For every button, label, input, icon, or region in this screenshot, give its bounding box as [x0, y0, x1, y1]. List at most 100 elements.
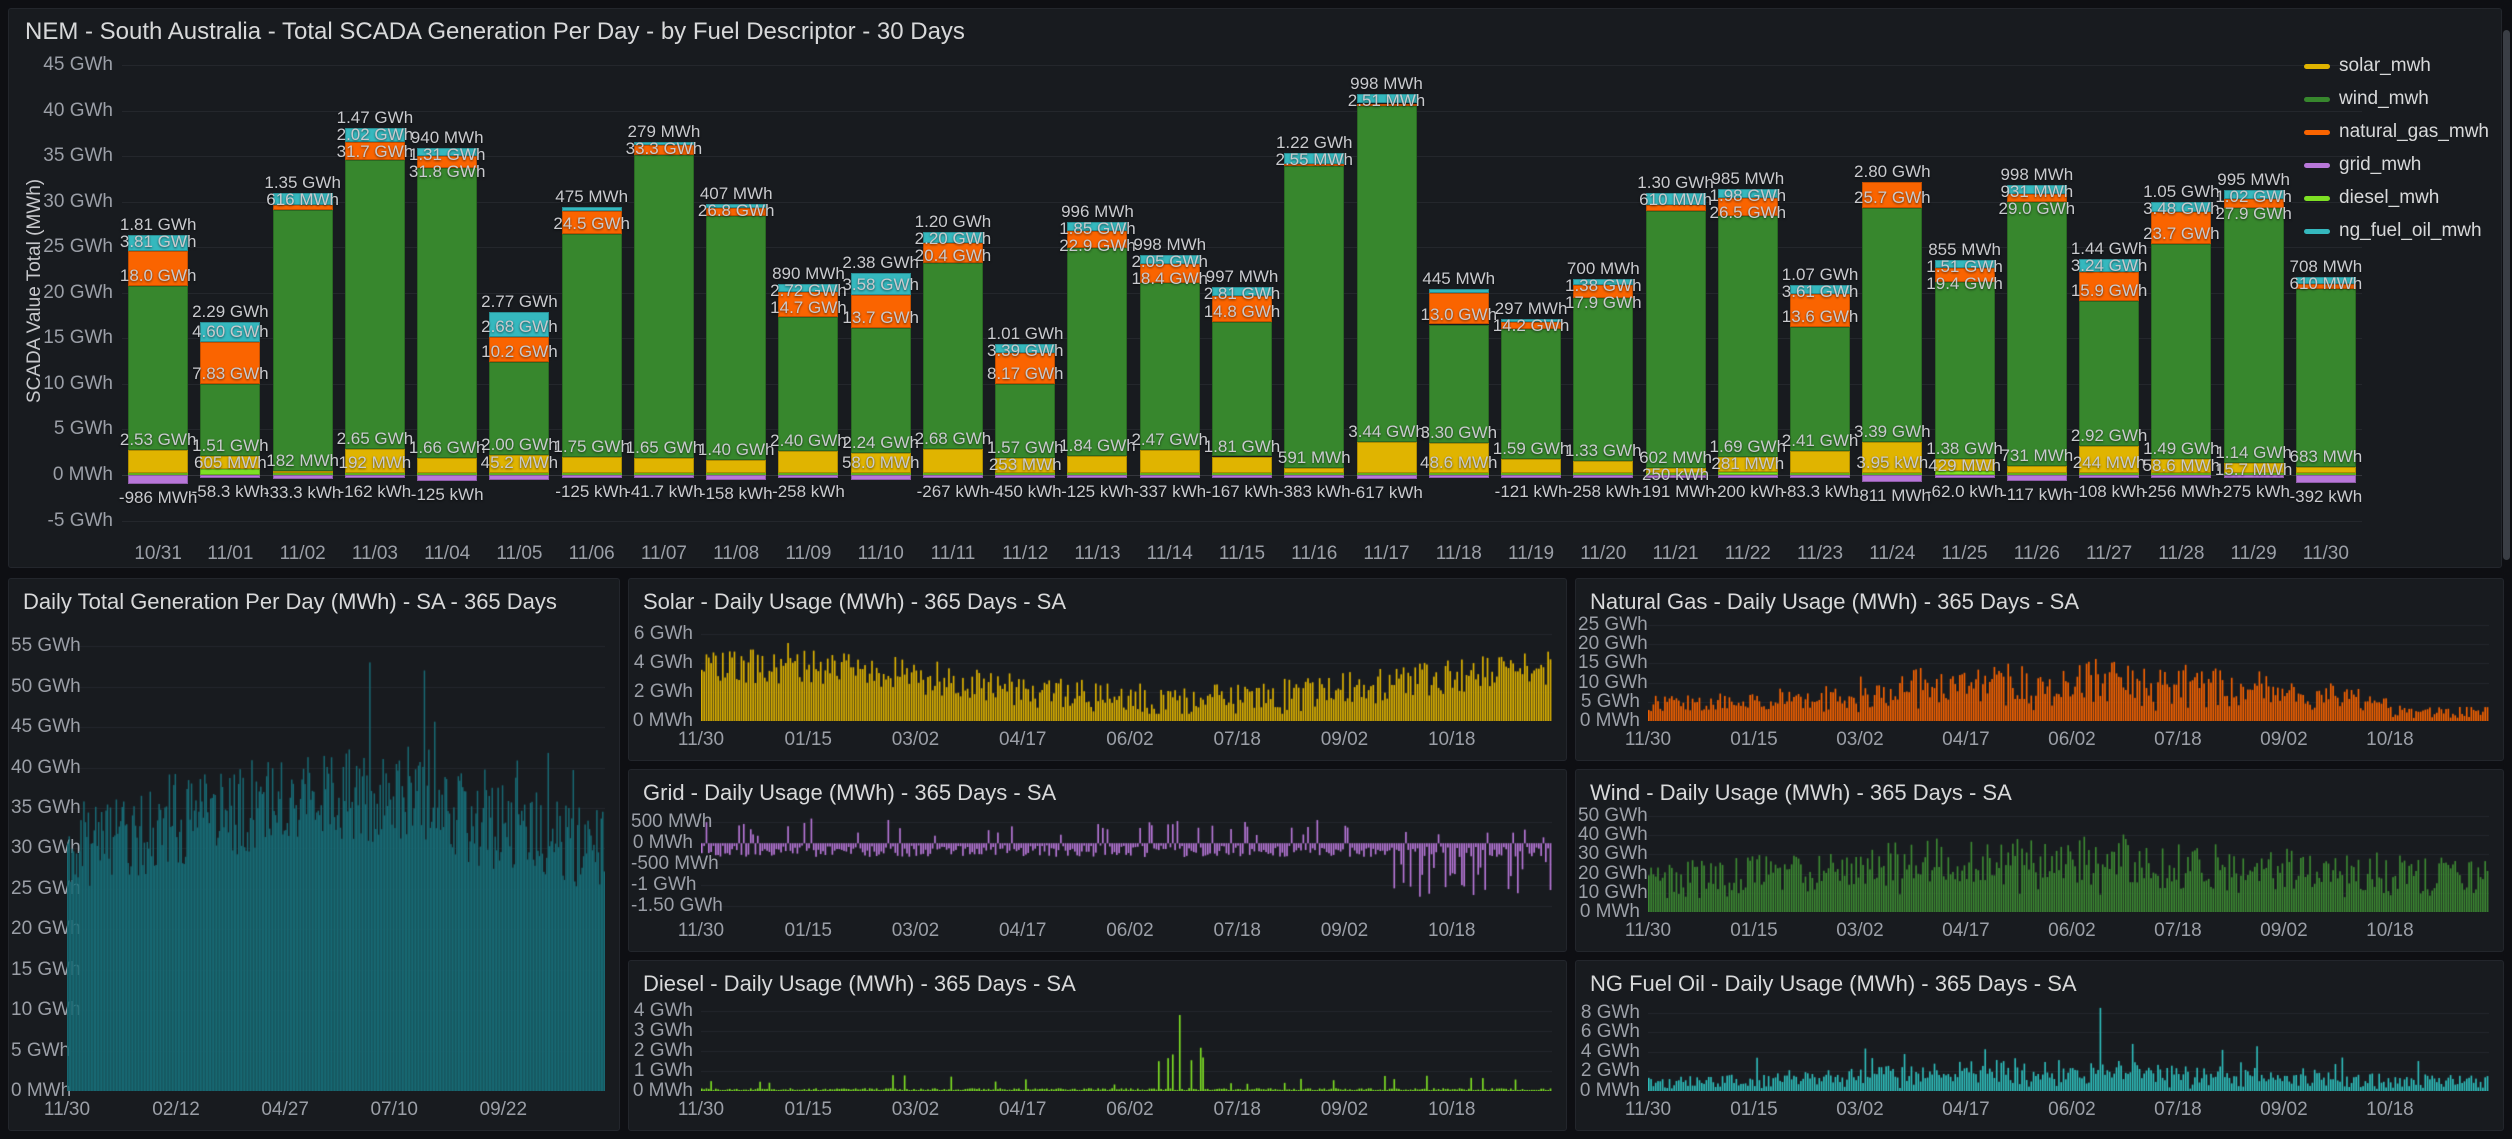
panel-title-diesel[interactable]: Diesel - Daily Usage (MWh) - 365 Days - … — [643, 971, 1076, 997]
bar-segment-grid[interactable] — [489, 475, 549, 480]
bar-segment-grid[interactable] — [1501, 475, 1561, 478]
bar-segment-grid[interactable] — [634, 475, 694, 478]
x-tick-date: 07/18 — [2143, 729, 2213, 751]
value-label-wind: 29.0 GWh — [1967, 199, 2107, 219]
bar-segment-grid[interactable] — [778, 475, 838, 478]
bar-segment-grid[interactable] — [1357, 475, 1417, 479]
bar-segment-grid[interactable] — [273, 475, 333, 479]
bar-segment-grid[interactable] — [923, 475, 983, 478]
bar-segment-grid[interactable] — [562, 475, 622, 478]
daily_total-chart-canvas[interactable] — [67, 626, 605, 1091]
diesel-chart-canvas[interactable] — [701, 1003, 1552, 1091]
x-tick-date: 07/18 — [2143, 1099, 2213, 1121]
bar-segment-grid[interactable] — [851, 475, 911, 480]
bar-segment-wind[interactable] — [706, 216, 766, 460]
y-tick-label: 6 GWh — [631, 623, 693, 645]
legend-item-wind_mwh[interactable]: wind_mwh — [2304, 88, 2429, 110]
bar-segment-ng_fuel_oil[interactable] — [562, 207, 622, 211]
panel-title-ng-fuel-oil[interactable]: NG Fuel Oil - Daily Usage (MWh) - 365 Da… — [1590, 971, 2077, 997]
bar-segment-wind[interactable] — [2151, 244, 2211, 460]
natural_gas-chart-canvas[interactable] — [1648, 621, 2489, 721]
x-tick-date: 04/17 — [1931, 729, 2001, 751]
bar-segment-solar[interactable] — [1284, 468, 1344, 473]
daily-total-panel: Daily Total Generation Per Day (MWh) - S… — [8, 578, 620, 1131]
diesel-panel: Diesel - Daily Usage (MWh) - 365 Days - … — [628, 960, 1567, 1131]
x-tick-date: 03/02 — [1825, 729, 1895, 751]
y-tick-label: -500 MWh — [631, 853, 693, 875]
panel-title-daily-total[interactable]: Daily Total Generation Per Day (MWh) - S… — [23, 589, 557, 615]
bar-segment-wind[interactable] — [1935, 282, 1995, 459]
wind-chart-canvas[interactable] — [1648, 812, 2489, 912]
bar-segment-wind[interactable] — [1718, 216, 1778, 457]
legend-item-diesel_mwh[interactable]: diesel_mwh — [2304, 187, 2439, 209]
y-tick-label: 15 GWh — [11, 959, 59, 981]
x-tick-date: 11/09 — [772, 543, 844, 565]
x-tick-date: 11/04 — [411, 543, 483, 565]
bar-segment-wind[interactable] — [2079, 301, 2139, 446]
x-tick-date: 01/15 — [773, 729, 843, 751]
x-tick-date: 06/02 — [1095, 729, 1165, 751]
x-tick-date: 07/18 — [1202, 729, 1272, 751]
legend-item-ng_fuel_oil_mwh[interactable]: ng_fuel_oil_mwh — [2304, 220, 2482, 242]
bar-segment-grid[interactable] — [1067, 475, 1127, 478]
y-tick-label: -1 GWh — [631, 874, 693, 896]
x-tick-date: 11/25 — [1928, 543, 2000, 565]
x-tick-date: 04/17 — [1931, 1099, 2001, 1121]
bar-segment-grid[interactable] — [1212, 475, 1272, 478]
bar-segment-solar[interactable] — [1067, 456, 1127, 473]
bar-segment-wind[interactable] — [2224, 208, 2284, 462]
bar-segment-solar[interactable] — [706, 460, 766, 473]
x-tick-date: 09/02 — [2249, 729, 2319, 751]
value-label-ng_fuel_oil: 445 MWh — [1389, 269, 1529, 289]
scrollbar-thumb[interactable] — [2503, 30, 2510, 560]
y-tick-label: 30 GWh — [11, 191, 113, 213]
x-tick-date: 11/16 — [1278, 543, 1350, 565]
bar-segment-wind[interactable] — [2296, 289, 2356, 467]
y-tick-label: 25 GWh — [11, 878, 59, 900]
bar-segment-grid[interactable] — [345, 475, 405, 478]
panel-title-wind[interactable]: Wind - Daily Usage (MWh) - 365 Days - SA — [1590, 780, 2012, 806]
bar-segment-wind[interactable] — [1573, 298, 1633, 461]
bar-segment-solar[interactable] — [2296, 467, 2356, 473]
bar-segment-wind[interactable] — [417, 168, 477, 458]
bar-segment-grid[interactable] — [200, 475, 260, 478]
bar-segment-grid[interactable] — [995, 475, 1055, 478]
legend-label: ng_fuel_oil_mwh — [2339, 220, 2482, 242]
bar-segment-grid[interactable] — [1140, 475, 1200, 478]
value-label-wind: 20.4 GWh — [883, 246, 1023, 266]
y-tick-label: 45 GWh — [11, 716, 59, 738]
gridline — [122, 521, 2362, 522]
bar-segment-grid[interactable] — [1718, 475, 1778, 478]
legend-item-grid_mwh[interactable]: grid_mwh — [2304, 154, 2421, 176]
value-label-grid: -125 kWh — [377, 485, 517, 505]
grid-chart-canvas[interactable] — [701, 812, 1552, 912]
x-tick-date: 07/18 — [1202, 1099, 1272, 1121]
ng_fuel_oil-chart-canvas[interactable] — [1648, 1003, 2489, 1091]
bar-segment-wind[interactable] — [345, 160, 405, 449]
bar-segment-grid[interactable] — [1790, 475, 1850, 478]
panel-title-top[interactable]: NEM - South Australia - Total SCADA Gene… — [25, 18, 965, 46]
panel-title-grid[interactable]: Grid - Daily Usage (MWh) - 365 Days - SA — [643, 780, 1056, 806]
bar-segment-grid[interactable] — [2007, 475, 2067, 481]
bar-segment-grid[interactable] — [1429, 475, 1489, 478]
bar-segment-ng_fuel_oil[interactable] — [1429, 289, 1489, 293]
panel-title-solar[interactable]: Solar - Daily Usage (MWh) - 365 Days - S… — [643, 589, 1066, 615]
panel-title-natural-gas[interactable]: Natural Gas - Daily Usage (MWh) - 365 Da… — [1590, 589, 2079, 615]
top-plot[interactable]: 1.81 GWh3.81 GWh18.0 GWh2.53 GWh-986 MWh… — [122, 51, 2362, 551]
bar-segment-grid[interactable] — [417, 475, 477, 481]
bar-segment-grid[interactable] — [1284, 475, 1344, 478]
legend-color-dash — [2304, 130, 2330, 135]
x-tick-date: 11/30 — [32, 1099, 102, 1121]
bar-segment-grid[interactable] — [2296, 475, 2356, 483]
bar-segment-wind[interactable] — [562, 234, 622, 457]
legend-color-dash — [2304, 163, 2330, 168]
value-label-wind: 26.5 GWh — [1678, 203, 1818, 223]
bar-segment-grid[interactable] — [706, 475, 766, 480]
bar-segment-solar[interactable] — [562, 457, 622, 473]
legend-item-natural_gas_mwh[interactable]: natural_gas_mwh — [2304, 121, 2489, 143]
solar-chart-canvas[interactable] — [701, 621, 1552, 721]
value-label-wind: 26.8 GWh — [666, 201, 806, 221]
legend-item-solar_mwh[interactable]: solar_mwh — [2304, 55, 2431, 77]
bar-segment-wind[interactable] — [1646, 211, 1706, 468]
x-tick-date: 01/15 — [1719, 920, 1789, 942]
